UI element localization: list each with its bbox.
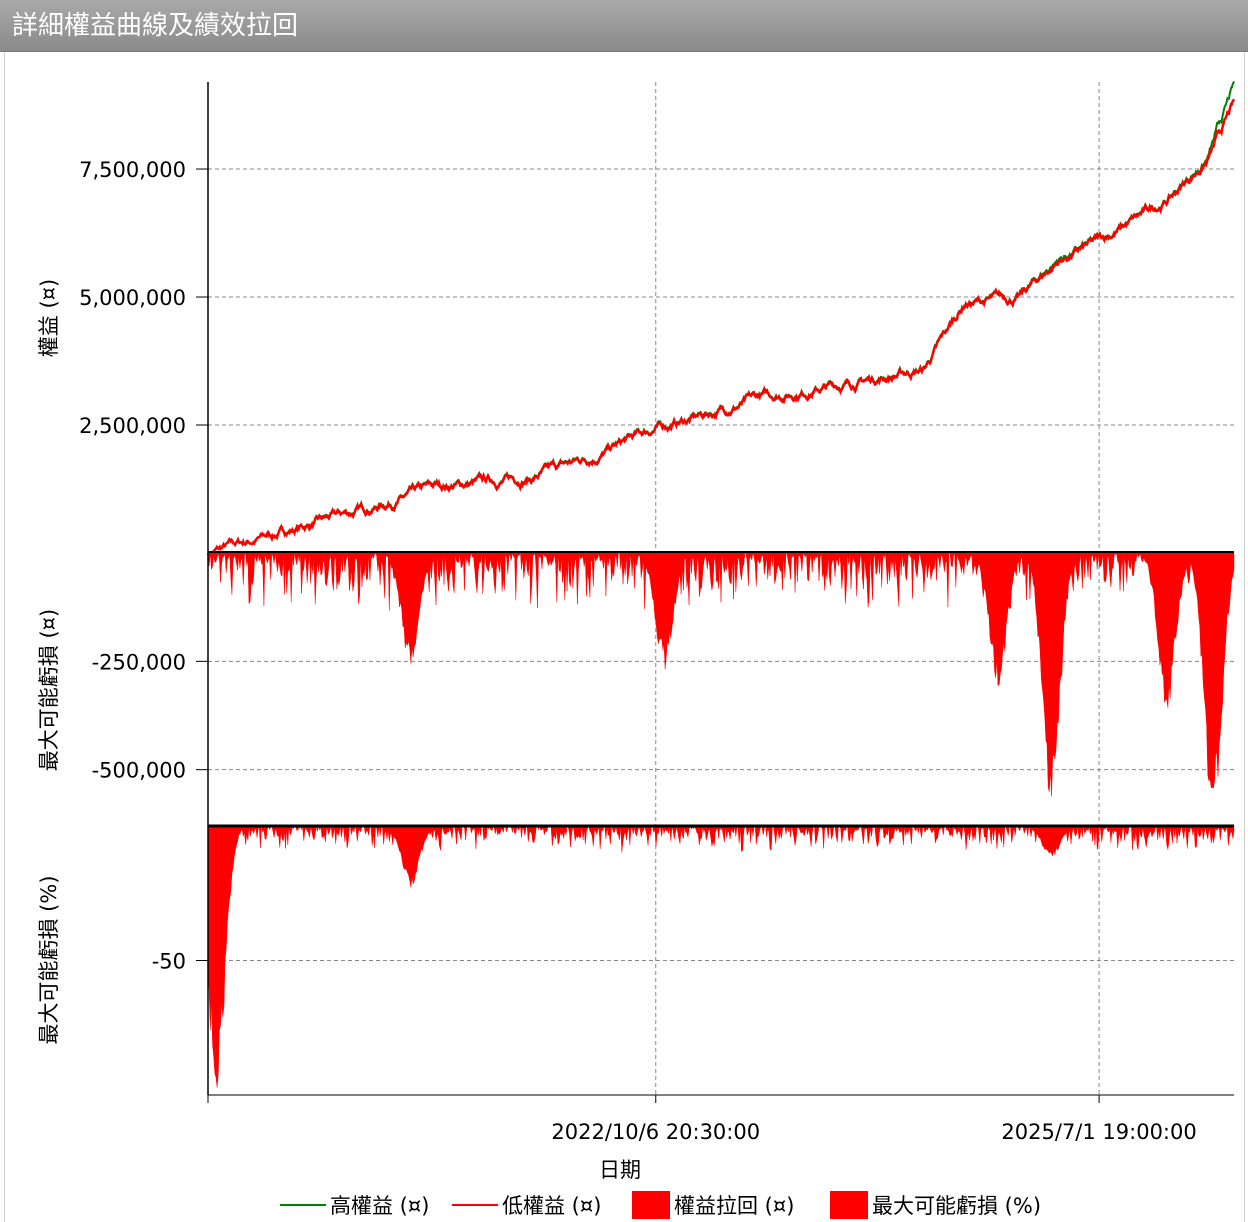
high-equity-line bbox=[207, 80, 1235, 557]
legend-item-max-loss-pct: 最大可能虧損 (%) bbox=[830, 1190, 1041, 1220]
y-axis-title-max-loss-percent: 最大可能虧損 (%) bbox=[37, 875, 61, 1044]
legend-item-high-equity: 高權益 (¤) bbox=[280, 1190, 429, 1220]
legend-green-line-swatch bbox=[280, 1204, 326, 1206]
legend-label: 最大可能虧損 (%) bbox=[872, 1194, 1042, 1218]
y-axis-title-equity: 權益 (¤) bbox=[37, 279, 61, 357]
legend-red-line-swatch bbox=[452, 1204, 498, 1206]
x-tick-label: 2025/7/1 19:00:00 bbox=[1001, 1120, 1196, 1144]
max-loss-percent-area bbox=[207, 825, 1235, 1088]
legend-item-equity-drawdown: 權益拉回 (¤) bbox=[632, 1190, 794, 1220]
legend-item-low-equity: 低權益 (¤) bbox=[452, 1190, 601, 1220]
y-tick-label: 7,500,000 bbox=[79, 158, 186, 182]
y-tick-label: -500,000 bbox=[92, 759, 186, 783]
legend-label: 低權益 (¤) bbox=[502, 1194, 602, 1218]
frame-border-right bbox=[1244, 52, 1245, 1222]
window-title: 詳細權益曲線及績效拉回 bbox=[12, 11, 299, 41]
y-tick-label: 5,000,000 bbox=[79, 286, 186, 310]
y-tick-label: -50 bbox=[152, 950, 186, 974]
legend-label: 高權益 (¤) bbox=[330, 1194, 430, 1218]
legend-red-box-swatch bbox=[830, 1191, 868, 1219]
x-axis-title: 日期 bbox=[599, 1158, 641, 1182]
y-tick-label: -250,000 bbox=[92, 650, 186, 674]
legend-label: 權益拉回 (¤) bbox=[674, 1194, 795, 1218]
x-tick-label: 2022/10/6 20:30:00 bbox=[551, 1120, 760, 1144]
y-tick-label: 2,500,000 bbox=[79, 414, 186, 438]
frame-border-left bbox=[4, 52, 5, 1222]
window-title-bar: 詳細權益曲線及績效拉回 bbox=[0, 0, 1248, 52]
y-axis-title-max-loss-currency: 最大可能虧損 (¤) bbox=[37, 609, 61, 771]
legend-red-box-swatch bbox=[632, 1191, 670, 1219]
equity-drawdown-area bbox=[207, 552, 1235, 797]
low-equity-line bbox=[206, 98, 1236, 558]
